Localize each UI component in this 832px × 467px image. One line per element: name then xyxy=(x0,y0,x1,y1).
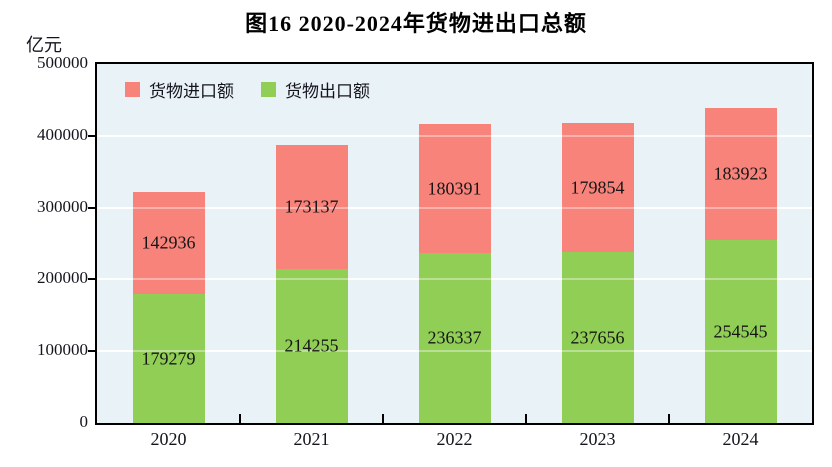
bar-segment-货物进口额-2023 xyxy=(561,123,634,253)
y-tick-label: 0 xyxy=(79,412,89,431)
x-tick-label: 2024 xyxy=(722,429,759,449)
y-tick-label: 400000 xyxy=(37,124,88,144)
plot-area: 货物进口额 货物出口额 179279 142936 214255 173137 23633… xyxy=(95,62,814,425)
bar-value-label: 254545 xyxy=(713,321,768,342)
x-axis-tick xyxy=(239,414,241,423)
y-axis-tick xyxy=(88,350,95,353)
chart-legend: 货物进口额 货物出口额 xyxy=(125,77,370,102)
bar-segment-货物进口额-2021 xyxy=(275,144,348,270)
x-axis-tick xyxy=(668,414,670,423)
y-tick-label: 100000 xyxy=(37,340,88,360)
green-square-swatch xyxy=(261,82,276,97)
gridline-overlay xyxy=(97,278,812,281)
x-tick-label: 2022 xyxy=(436,429,473,449)
bar-value-label: 173137 xyxy=(284,196,339,217)
x-axis-tick xyxy=(525,414,527,423)
bar-value-label: 237656 xyxy=(570,327,625,348)
red-square-swatch xyxy=(125,82,140,97)
gridline-overlay xyxy=(97,206,812,209)
chart-title: 图16 2020-2024年货物进出口总额 xyxy=(245,11,587,36)
bar-value-label: 214255 xyxy=(284,335,339,356)
legend-item-1: 货物出口额 xyxy=(261,77,370,102)
bar-value-label: 236337 xyxy=(427,327,482,348)
gridline-overlay xyxy=(97,134,812,137)
y-axis-unit-label: 亿元 xyxy=(26,35,62,55)
x-tick-label: 2021 xyxy=(293,429,330,449)
legend-item-0: 货物进口额 xyxy=(125,77,234,102)
bar-segment-货物出口额-2021 xyxy=(275,269,348,423)
x-tick-label: 2020 xyxy=(150,429,187,449)
bar-value-label: 183923 xyxy=(713,163,768,184)
y-tick-label: 300000 xyxy=(37,196,88,216)
x-axis-tick xyxy=(382,414,384,423)
bar-segment-货物出口额-2024 xyxy=(704,240,777,423)
y-axis-tick xyxy=(88,278,95,281)
x-tick-label: 2023 xyxy=(579,429,616,449)
bar-segment-货物出口额-2023 xyxy=(561,252,634,423)
legend-label: 货物出口额 xyxy=(285,82,370,101)
bar-value-label: 179854 xyxy=(570,177,625,198)
bar-segment-货物出口额-2022 xyxy=(418,253,491,423)
y-tick-label: 200000 xyxy=(37,268,88,288)
y-axis-tick xyxy=(88,134,95,137)
bar-segment-货物出口额-2020 xyxy=(132,294,205,423)
y-tick-label: 500000 xyxy=(37,53,88,72)
bar-segment-货物进口额-2020 xyxy=(132,191,205,295)
legend-label: 货物进口额 xyxy=(149,82,234,101)
bar-value-label: 180391 xyxy=(427,178,482,199)
bar-value-label: 179279 xyxy=(141,348,196,369)
bar-value-label: 142936 xyxy=(141,232,196,253)
bar-segment-货物进口额-2022 xyxy=(418,123,491,254)
y-axis-tick xyxy=(88,206,95,209)
gridline-overlay xyxy=(97,350,812,353)
bar-segment-货物进口额-2024 xyxy=(704,108,777,241)
